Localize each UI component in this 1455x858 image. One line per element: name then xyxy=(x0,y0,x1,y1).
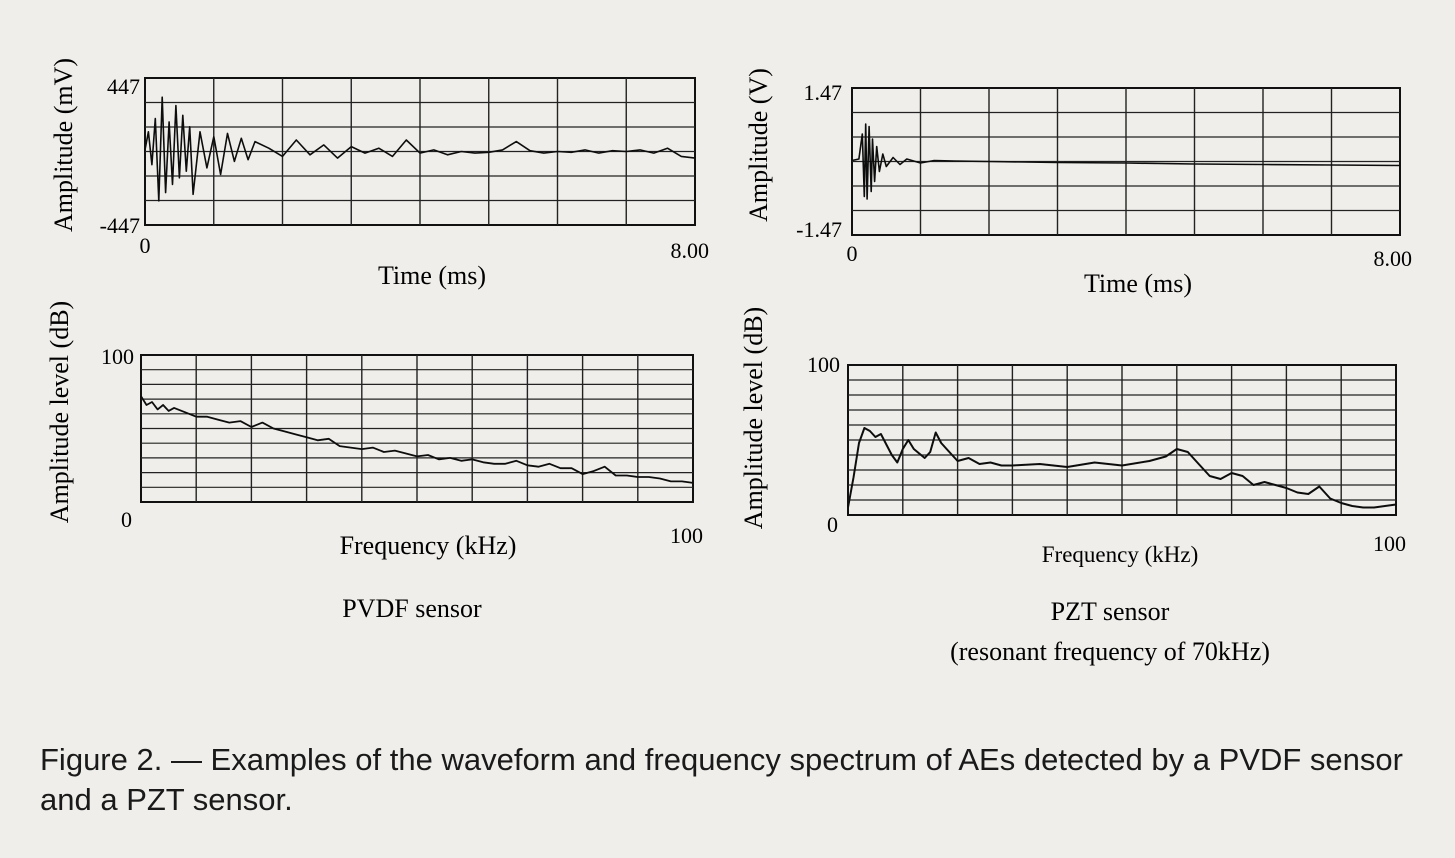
pzt-waveform-grid xyxy=(852,88,1400,235)
pvdf-waveform-x-axis-title: Time (ms) xyxy=(378,261,486,290)
pvdf-spectrum-grid xyxy=(141,355,693,502)
pzt-waveform-line xyxy=(851,123,1401,200)
pvdf-spectrum-chart: 100 0 100 Frequency (kHz) Amplitude leve… xyxy=(45,301,703,560)
pzt-waveform-x-min-label: 0 xyxy=(847,241,858,266)
pzt-spectrum-x-axis-title: Frequency (kHz) xyxy=(1042,542,1198,567)
pzt-spectrum-line xyxy=(847,427,1397,509)
pvdf-waveform-line xyxy=(144,96,696,202)
pzt-spectrum-x-max-label: 100 xyxy=(1373,531,1406,556)
pzt-waveform-y-max-label: 1.47 xyxy=(804,80,843,105)
pvdf-waveform-y-min-label: -447 xyxy=(100,213,140,238)
pvdf-waveform-x-min-label: 0 xyxy=(140,233,151,258)
pvdf-spectrum-y-axis-title: Amplitude level (dB) xyxy=(45,301,74,523)
pvdf-spectrum-line xyxy=(140,395,694,484)
pvdf-spectrum-y-max-label: 100 xyxy=(101,344,134,369)
pvdf-spectrum-y-min-label: 0 xyxy=(121,507,132,532)
pzt-waveform-chart: 1.47 -1.47 0 8.00 Time (ms) Amplitude (V… xyxy=(744,68,1412,298)
pzt-waveform-y-axis-title: Amplitude (V) xyxy=(744,68,773,222)
pvdf-spectrum-x-max-label: 100 xyxy=(670,523,703,548)
pvdf-waveform-y-max-label: 447 xyxy=(107,74,140,99)
pzt-waveform-x-axis-title: Time (ms) xyxy=(1084,269,1192,298)
pvdf-waveform-x-max-label: 8.00 xyxy=(671,238,710,263)
pzt-spectrum-y-axis-title: Amplitude level (dB) xyxy=(739,307,768,529)
pzt-sensor-label: PZT sensor xyxy=(1051,597,1170,626)
pzt-waveform-y-min-label: -1.47 xyxy=(796,217,842,242)
pvdf-spectrum-x-axis-title: Frequency (kHz) xyxy=(340,531,517,560)
pzt-spectrum-y-max-label: 100 xyxy=(807,352,840,377)
pvdf-waveform-y-axis-title: Amplitude (mV) xyxy=(49,58,78,232)
pvdf-sensor-label: PVDF sensor xyxy=(342,594,482,623)
pzt-spectrum-chart: 100 0 100 Frequency (kHz) Amplitude leve… xyxy=(739,307,1406,567)
figure-caption: Figure 2. — Examples of the waveform and… xyxy=(40,742,1403,817)
pzt-sensor-sublabel: (resonant frequency of 70kHz) xyxy=(950,637,1270,666)
pzt-waveform-x-max-label: 8.00 xyxy=(1374,246,1413,271)
pvdf-waveform-chart: 447 -447 0 8.00 Time (ms) Amplitude (mV) xyxy=(49,58,709,290)
pzt-spectrum-grid xyxy=(848,365,1396,515)
pzt-spectrum-y-min-label: 0 xyxy=(827,512,838,537)
